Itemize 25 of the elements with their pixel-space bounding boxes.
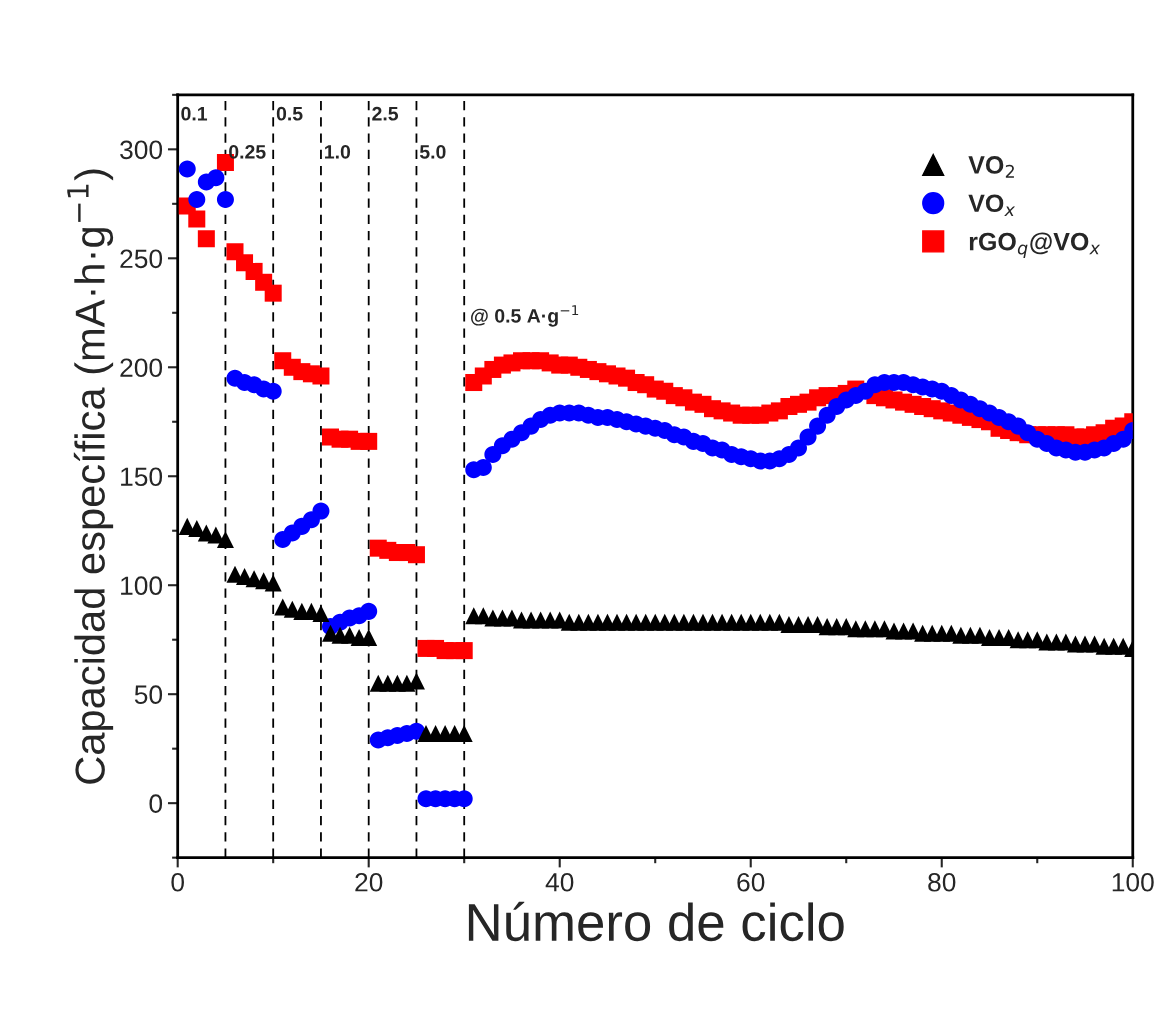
legend-label: VO$_{x}$ [968,194,1016,216]
legend-label: VO$_{2}$ [968,156,1014,178]
annotation: @ 0.5 A·g$^{−1}$ [471,305,579,327]
annotation: 0.5 [276,106,303,121]
x-tick-label: 20 [355,872,383,892]
x-tick-label: 60 [737,872,765,892]
y-tick-label: 200 [120,358,163,378]
x-tick-label: 100 [1112,872,1154,892]
x-tick-label: 0 [171,872,184,892]
y-tick-label: 50 [134,685,163,705]
y-tick-label: 150 [121,467,163,487]
x-tick-label: 80 [928,872,956,892]
annotation: 1.0 [325,144,351,159]
y-tick-label: 100 [121,576,163,596]
annotation: 0.25 [229,144,266,159]
annotation: 2.5 [372,106,399,121]
y-tick-label: 300 [120,140,163,160]
annotation: 5.0 [419,144,446,159]
y-tick-label: 0 [149,794,163,813]
annotation: 0.1 [181,106,208,121]
legend-label: rGO$_{q}$@VO$_{x}$ [969,232,1101,258]
x-tick-label: 40 [545,872,574,892]
y-tick-label: 250 [120,249,163,269]
x-axis-title: Número de ciclo [468,901,844,942]
y-axis-title: Capacidad específica (mA·h·g$^{−1}$) [67,169,114,784]
